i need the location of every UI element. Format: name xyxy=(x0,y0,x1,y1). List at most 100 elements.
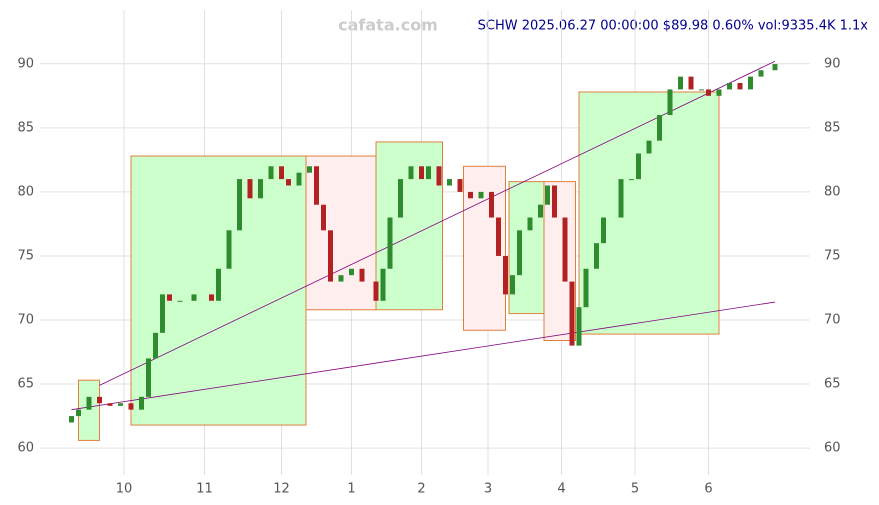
candle xyxy=(153,332,158,359)
x-tick-label: 11 xyxy=(196,482,213,497)
candle xyxy=(583,268,589,308)
candle xyxy=(646,140,652,154)
candle xyxy=(328,230,333,282)
candle xyxy=(545,185,550,205)
candle xyxy=(419,166,424,180)
x-tick-label: 4 xyxy=(557,482,565,497)
x-tick-label: 1 xyxy=(347,482,355,497)
y-tick-label-right: 75 xyxy=(824,248,841,263)
candle xyxy=(503,255,508,295)
trend-line xyxy=(99,60,776,386)
candle xyxy=(76,409,81,417)
candle xyxy=(408,166,414,180)
candle xyxy=(359,268,365,282)
candle xyxy=(314,166,319,205)
y-tick-label: 65 xyxy=(17,377,34,392)
candle xyxy=(457,179,463,192)
candle xyxy=(772,64,778,71)
candle xyxy=(191,294,197,301)
candle xyxy=(758,70,764,77)
watermark: cafata.com xyxy=(338,16,438,35)
candle xyxy=(380,268,386,301)
range-box xyxy=(578,91,720,335)
candle xyxy=(618,179,624,218)
candle xyxy=(338,275,344,282)
candle xyxy=(387,217,393,269)
y-tick-label: 70 xyxy=(17,313,34,328)
y-tick-label-right: 80 xyxy=(824,184,841,199)
candle xyxy=(128,403,134,410)
candle xyxy=(727,83,732,90)
candle xyxy=(629,179,634,181)
candle xyxy=(706,89,711,96)
candle xyxy=(349,268,354,276)
candle xyxy=(657,115,662,141)
y-tick-label-right: 70 xyxy=(824,313,841,328)
candle xyxy=(552,185,557,218)
candle xyxy=(478,191,484,199)
y-tick-label-right: 60 xyxy=(824,441,841,456)
candle xyxy=(226,230,232,269)
candle xyxy=(538,204,543,218)
candle xyxy=(167,294,172,301)
candle xyxy=(489,191,494,218)
candle xyxy=(594,243,599,269)
candle xyxy=(447,179,452,186)
candle xyxy=(436,166,442,186)
candle xyxy=(527,217,533,231)
candle xyxy=(601,217,606,244)
y-tick-label: 80 xyxy=(17,184,34,199)
x-tick-label: 3 xyxy=(484,482,492,497)
x-tick-label: 12 xyxy=(273,482,290,497)
trend-line xyxy=(71,301,776,411)
candle xyxy=(517,230,522,276)
range-box xyxy=(78,379,100,441)
candle xyxy=(426,166,431,180)
candle xyxy=(296,172,302,186)
candle xyxy=(69,416,74,423)
candle xyxy=(699,89,704,91)
candle xyxy=(107,403,113,406)
candle xyxy=(748,76,753,90)
candle xyxy=(667,89,673,116)
x-tick-label: 10 xyxy=(116,482,133,497)
candle xyxy=(398,179,403,218)
y-tick-label-right: 90 xyxy=(824,56,841,71)
candle xyxy=(258,179,263,199)
y-tick-label-right: 85 xyxy=(824,120,841,135)
candle xyxy=(237,179,242,231)
candle xyxy=(576,307,582,346)
candle xyxy=(321,204,326,231)
range-box xyxy=(508,181,545,315)
candle xyxy=(247,179,253,199)
candle xyxy=(86,396,92,410)
y-tick-label: 60 xyxy=(17,441,34,456)
candle xyxy=(177,300,183,302)
candle xyxy=(716,89,722,96)
x-tick-label: 5 xyxy=(631,482,639,497)
candle xyxy=(139,396,144,410)
candle xyxy=(496,217,501,256)
candle xyxy=(268,166,274,180)
range-box xyxy=(543,181,576,341)
candle xyxy=(146,358,151,397)
x-tick-label: 2 xyxy=(417,482,425,497)
candle xyxy=(216,268,221,301)
candle xyxy=(510,275,515,295)
candle xyxy=(286,179,291,186)
candle xyxy=(279,166,284,180)
chart-title: SCHW 2025.06.27 00:00:00 $89.98 0.60% vo… xyxy=(478,19,869,34)
candle xyxy=(678,76,683,90)
candle xyxy=(307,166,312,173)
candle xyxy=(688,76,694,90)
y-tick-label: 85 xyxy=(17,120,34,135)
candle xyxy=(373,281,379,301)
candle xyxy=(468,191,473,199)
candle xyxy=(569,281,575,346)
y-tick-label-right: 65 xyxy=(824,377,841,392)
candle xyxy=(636,153,641,180)
x-tick-label: 6 xyxy=(704,482,712,497)
candle xyxy=(118,403,123,406)
candle xyxy=(737,83,743,90)
